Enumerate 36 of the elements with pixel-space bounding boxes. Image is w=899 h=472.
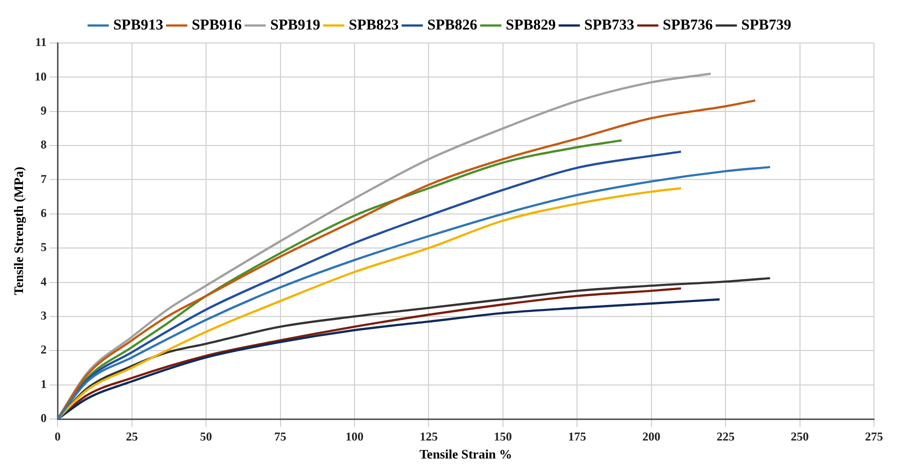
legend-label: SPB736	[662, 17, 714, 34]
legend-label: SPB826	[427, 17, 478, 34]
legend-label: SPB823	[348, 17, 399, 34]
y-axis-title: Tensile Strength (MPa)	[11, 166, 26, 296]
legend-label: SPB739	[741, 17, 792, 34]
y-tick-label: 7	[40, 172, 47, 186]
x-tick-label: 50	[200, 429, 212, 444]
y-tick-label: 6	[40, 206, 47, 220]
x-tick-label: 175	[568, 429, 586, 444]
x-tick-label: 0	[54, 429, 61, 444]
y-tick-label: 2	[40, 342, 47, 357]
y-tick-label: 1	[40, 376, 47, 391]
x-tick-label: 75	[274, 429, 286, 444]
x-tick-label: 225	[716, 429, 735, 444]
x-tick-label: 200	[642, 429, 660, 444]
y-tick-label: 11	[35, 35, 47, 50]
x-tick-label: 100	[345, 429, 364, 444]
legend-label: SPB916	[192, 17, 242, 34]
line-series	[58, 166, 772, 419]
x-tick-label: 125	[420, 429, 438, 444]
legend-label: SPB919	[270, 17, 320, 34]
y-tick-label: 4	[40, 274, 47, 288]
y-tick-label: 0	[40, 411, 47, 426]
x-axis-title: Tensile Strain %	[419, 446, 512, 462]
y-tick-label: 5	[40, 240, 47, 254]
y-tick-label: 10	[34, 69, 47, 84]
legend-label: SPB733	[584, 17, 634, 34]
y-tick-label: 9	[40, 103, 47, 118]
x-tick-label: 150	[494, 429, 512, 444]
legend-label: SPB913	[113, 17, 164, 34]
y-tick-label: 3	[40, 308, 47, 323]
y-tick-label: 8	[40, 138, 47, 152]
x-tick-label: 25	[126, 429, 138, 444]
legend-label: SPB829	[506, 17, 556, 34]
x-tick-label: 275	[865, 429, 883, 444]
x-tick-label: 250	[790, 429, 809, 444]
